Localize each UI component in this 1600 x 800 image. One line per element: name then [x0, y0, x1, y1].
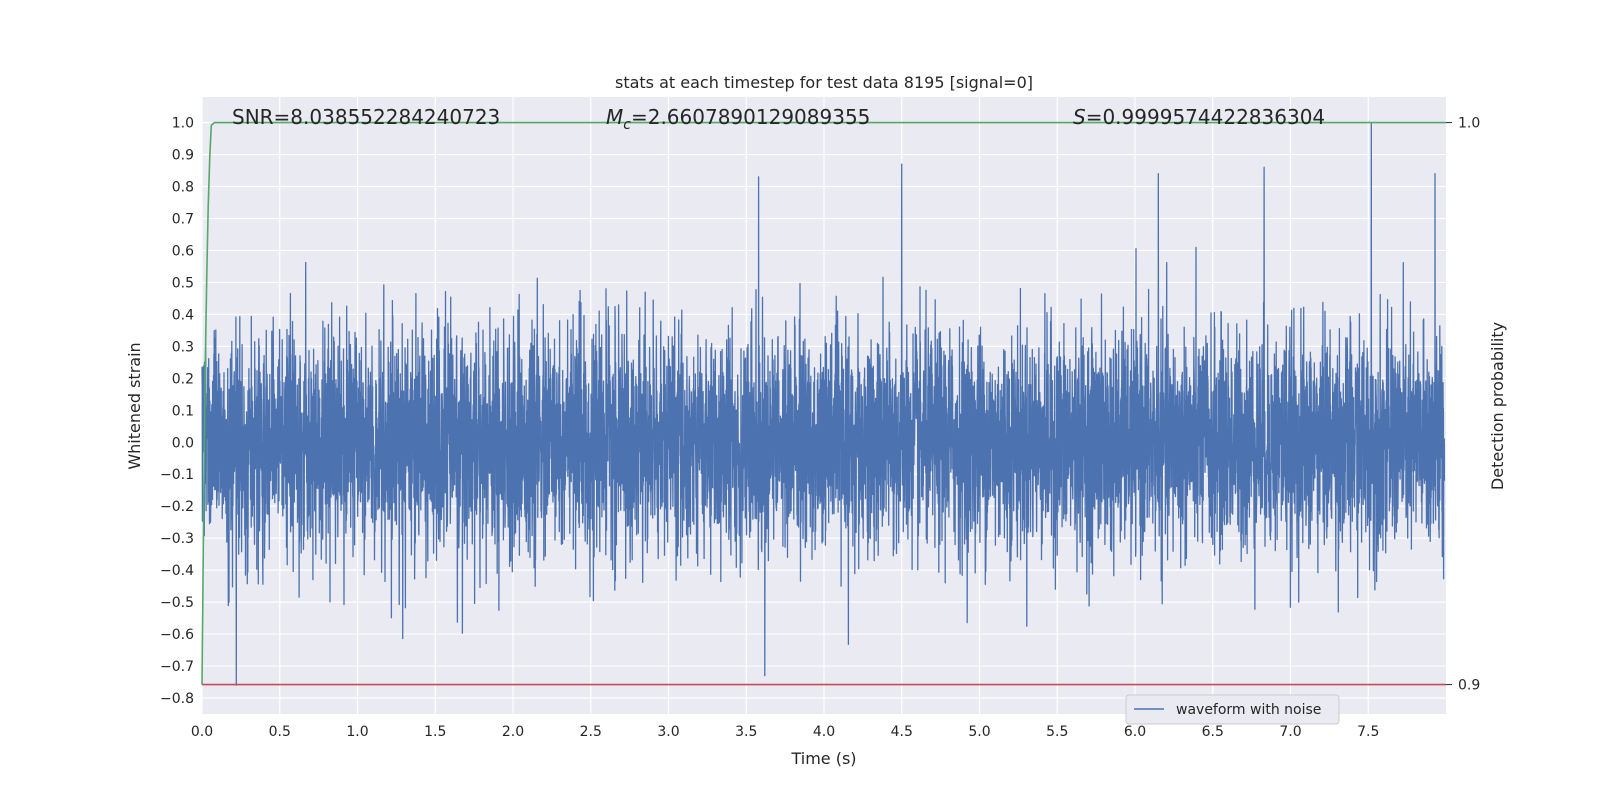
y-tick-label: 0.3 [172, 339, 194, 355]
x-tick-label: 1.0 [346, 724, 368, 740]
score-value: =0.9999574422836304 [1086, 105, 1325, 129]
y2-axis-label: Detection probability [1488, 322, 1507, 490]
y-tick-label: 0.1 [172, 403, 194, 419]
y-tick-labels: 1.0 0.9 0.8 0.7 0.6 0.5 0.4 0.3 0.2 0.1 0.0 −0.1 −0.… [160, 116, 194, 707]
y2-tick-label: 0.9 [1458, 678, 1480, 694]
x-tick-label: 0.0 [191, 724, 213, 740]
waveform-series-line [201, 121, 1446, 686]
y-tick-label: 1.0 [172, 116, 194, 132]
y-tick-label: −0.5 [160, 595, 194, 611]
chirp-mass-annotation: Mc=2.6607890129089355 [606, 105, 870, 133]
x-tick-label: 5.5 [1046, 724, 1068, 740]
detection-probability-line [201, 121, 1446, 685]
legend-box [1125, 694, 1340, 725]
y-tick-label: −0.2 [160, 499, 194, 515]
y-tick-label: −0.7 [160, 659, 194, 675]
x-tick-label: 2.5 [580, 724, 602, 740]
score-symbol: S [1073, 105, 1086, 129]
y-tick-label: 0.8 [172, 180, 194, 196]
y-tick-label: 0.5 [172, 275, 194, 291]
y-axis-label: Whitened strain [125, 342, 144, 469]
x-tick-label: 3.5 [735, 724, 757, 740]
x-tick-label: 3.0 [657, 724, 679, 740]
probability-layer [201, 121, 1446, 686]
chirp-mass-value: =2.6607890129089355 [631, 105, 870, 129]
chirp-mass-symbol: M [606, 105, 623, 129]
x-tick-label: 4.0 [813, 724, 835, 740]
y-tick-label: 0.4 [172, 307, 194, 323]
y-tick-label: −0.6 [160, 627, 194, 643]
x-tick-label: 5.0 [968, 724, 990, 740]
x-tick-label: 1.5 [424, 724, 446, 740]
x-tick-label: 7.5 [1357, 724, 1379, 740]
y-tick-label: 0.2 [172, 371, 194, 387]
y2-tick-labels: 1.0 0.9 [1446, 116, 1480, 694]
waveform-layer [201, 121, 1446, 686]
y-tick-label: −0.1 [160, 467, 194, 483]
score-annotation: S=0.9999574422836304 [1073, 105, 1325, 129]
x-tick-label: 4.5 [891, 724, 913, 740]
legend-label-waveform: waveform with noise [1176, 702, 1321, 718]
x-tick-label: 6.5 [1202, 724, 1224, 740]
y-tick-label: −0.4 [160, 563, 194, 579]
y2-tick-label: 1.0 [1458, 116, 1480, 132]
x-tick-labels: 0.0 0.5 1.0 1.5 2.0 2.5 3.0 3.5 4.0 4.5 5.0 5.5 6.0 6… [191, 724, 1380, 740]
x-tick-label: 2.0 [502, 724, 524, 740]
y-tick-label: −0.3 [160, 531, 194, 547]
y-tick-label: 0.0 [172, 435, 194, 451]
y-tick-label: 0.9 [172, 148, 194, 164]
chart-title: stats at each timestep for test data 819… [615, 73, 1033, 92]
x-tick-label: 7.0 [1279, 724, 1301, 740]
y-tick-label: 0.7 [172, 211, 194, 227]
x-tick-label: 6.0 [1124, 724, 1146, 740]
x-axis-label: Time (s) [790, 749, 856, 768]
y-tick-label: 0.6 [172, 243, 194, 259]
y-tick-label: −0.8 [160, 691, 194, 707]
x-tick-label: 0.5 [269, 724, 291, 740]
legend: waveform with noise [1125, 694, 1340, 725]
snr-annotation: SNR=8.038552284240723 [232, 105, 500, 129]
chirp-mass-subscript: c [623, 117, 631, 133]
